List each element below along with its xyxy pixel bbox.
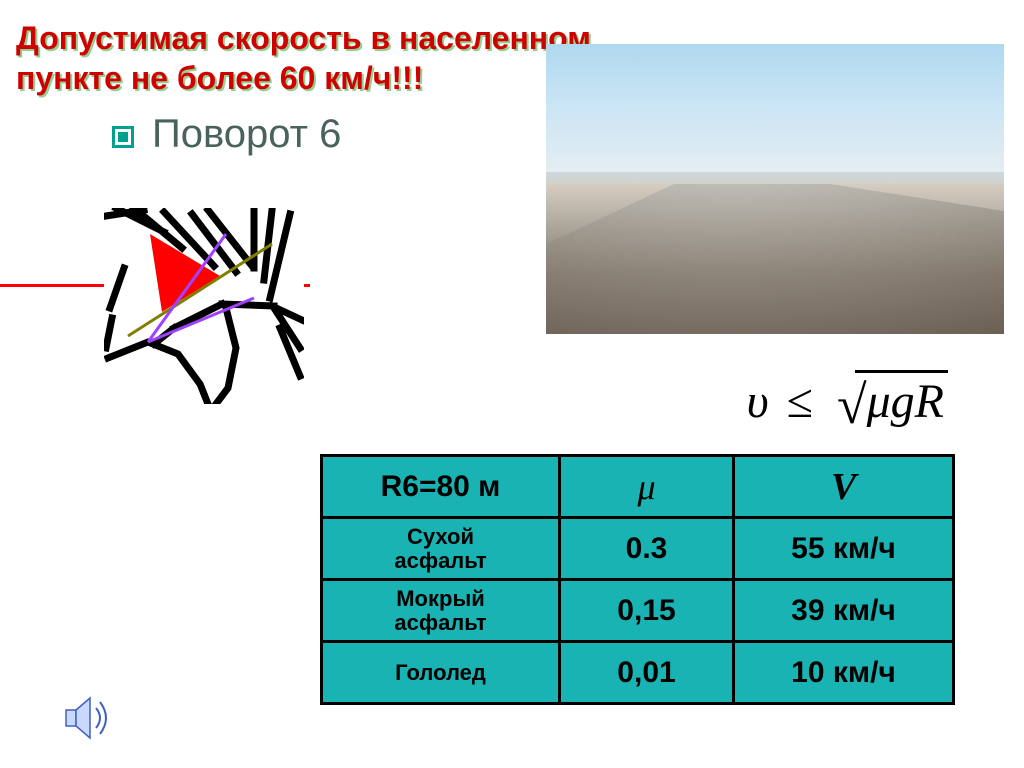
title-bullet-inner [118, 132, 128, 142]
header-mu: μ [560, 456, 734, 518]
mu-symbol: μ [637, 467, 655, 507]
formula-sqrt: √μgR [837, 368, 944, 436]
radicand-R: R [915, 375, 944, 428]
row-label: Мокрыйасфальт [322, 580, 560, 642]
speaker-icon[interactable] [60, 690, 116, 746]
row-label: Гололед [322, 642, 560, 704]
row-v: 39 км/ч [734, 580, 954, 642]
map-svg [104, 208, 304, 404]
row-mu: 0.3 [560, 518, 734, 580]
formula-radicand: μgR [867, 368, 944, 429]
radicand-g: g [891, 375, 915, 428]
formula-lhs: υ [747, 375, 769, 428]
map-roads [106, 208, 302, 404]
radicand-mu: μ [867, 375, 891, 428]
header-v: V [734, 456, 954, 518]
row-v: 10 км/ч [734, 642, 954, 704]
row-v: 55 км/ч [734, 518, 954, 580]
table-row: Мокрыйасфальт 0,15 39 км/ч [322, 580, 954, 642]
row-label: Сухойасфальт [322, 518, 560, 580]
row-mu: 0,15 [560, 580, 734, 642]
speed-warning: Допустимая скорость в населенном пункте … [16, 18, 591, 98]
table-row: Гололед 0,01 10 км/ч [322, 642, 954, 704]
road-photo [546, 44, 1004, 334]
radical-sign: √ [837, 375, 867, 435]
table-row: Сухойасфальт 0.3 55 км/ч [322, 518, 954, 580]
formula-op: ≤ [787, 375, 813, 428]
slide-title: Поворот 6 [152, 112, 341, 157]
warning-line1: Допустимая скорость в населенном [16, 18, 591, 58]
speed-formula: υ ≤ √μgR [747, 368, 944, 436]
photo-sky [546, 44, 1004, 184]
header-radius: R6=80 м [322, 456, 560, 518]
table-header-row: R6=80 м μ V [322, 456, 954, 518]
map-sketch [104, 208, 304, 404]
v-symbol: V [831, 466, 856, 508]
friction-table: R6=80 м μ V Сухойасфальт 0.3 55 км/ч Мок… [320, 454, 955, 705]
map-olive-line [128, 244, 272, 336]
row-mu: 0,01 [560, 642, 734, 704]
title-bullet [112, 126, 134, 148]
warning-line2: пункте не более 60 км/ч!!! [16, 58, 591, 98]
